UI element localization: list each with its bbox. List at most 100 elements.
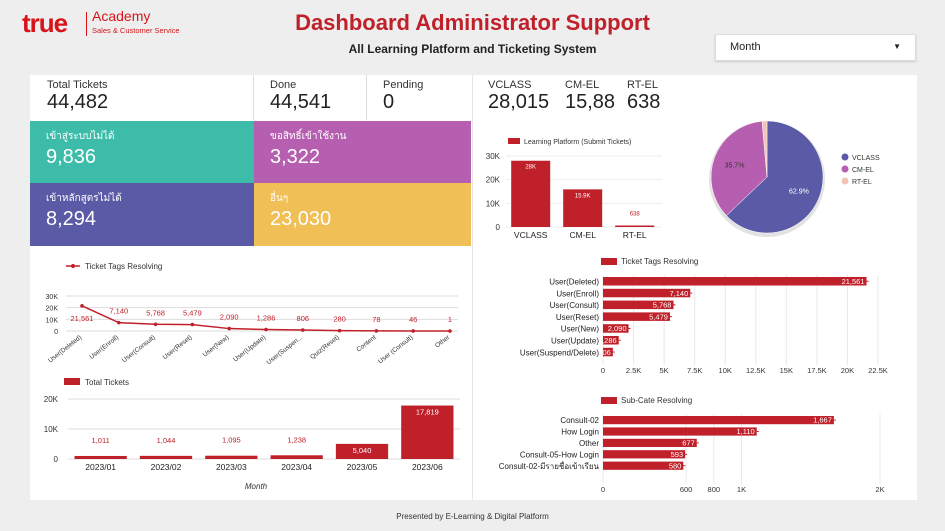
data-label: 21,561 [842, 277, 865, 286]
data-label: 5,479 [183, 309, 202, 318]
subcate-hbar-chart: Sub-Cate Resolving 0 600 800 1K 2K Consult-02 1… [499, 396, 885, 494]
data-label: 5,479 [649, 312, 668, 321]
x-tick-label: RT-EL [623, 230, 647, 240]
bar [603, 324, 629, 333]
data-point [264, 327, 268, 332]
legend-label: VCLASS [852, 155, 880, 162]
x-tick-label: 5K [660, 366, 669, 375]
tile-label: ขอสิทธิ์เข้าใช้งาน [270, 131, 347, 142]
x-tick-label: 600 [680, 485, 693, 494]
data-label: 1,044 [157, 436, 176, 445]
legend-label: Total Tickets [85, 378, 129, 387]
x-tick-label: 2K [875, 485, 884, 494]
data-point [448, 329, 452, 333]
data-label: 15.9K [575, 193, 591, 199]
tags-hbar-chart: Ticket Tags Resolving 0 2.5K 5K 7.5K 10K 12.5K… [520, 257, 888, 375]
data-label: 677 [682, 439, 695, 448]
x-tick-label: 15K [780, 366, 793, 375]
kpi-rtel-value: 638 [627, 91, 661, 113]
x-axis-title: Month [245, 482, 268, 491]
data-label: 7,140 [669, 289, 688, 298]
legend-label: Ticket Tags Resolving [85, 262, 162, 271]
x-tick-label: 2023/03 [216, 462, 247, 472]
kpi-divider [253, 75, 254, 120]
logo-tagline: Sales & Customer Service [92, 26, 180, 35]
data-label: 593 [671, 450, 684, 459]
tile-value: 23,030 [270, 208, 332, 230]
y-tick-label: 10K [44, 425, 59, 434]
x-tick-label: 800 [708, 485, 721, 494]
legend-swatch [64, 378, 80, 385]
data-label: 1,110 [737, 427, 755, 436]
y-tick-label: User(Reset) [556, 313, 599, 322]
logo-academy: Academy [92, 8, 151, 24]
x-tick-label: Other [434, 334, 452, 350]
month-dropdown[interactable]: Month ▼ [715, 34, 916, 61]
bar [603, 288, 691, 298]
x-tick-label: 0 [601, 485, 605, 494]
x-tick-label: 12.5K [746, 366, 766, 375]
platform-pie-chart: 62.9% VCLASS 35.7% CM-EL RT-EL [709, 120, 880, 237]
data-point [227, 326, 231, 331]
tile-value: 9,836 [46, 146, 97, 168]
kpi-pending-label: Pending [383, 79, 424, 91]
data-label: 806 [598, 348, 611, 357]
page-subtitle: All Learning Platform and Ticketing Syst… [348, 42, 597, 56]
data-label: 5,040 [353, 446, 372, 455]
tile-label: เข้าสู่ระบบไม่ได้ [46, 131, 115, 142]
x-tick-label: User(Update) [232, 334, 267, 364]
data-label: 1,667 [813, 416, 832, 425]
tile-label: อื่นๆ [270, 193, 289, 204]
kpi-rtel-label: RT-EL [627, 79, 658, 91]
tile-access-request: ขอสิทธิ์เข้าใช้งาน 3,322 [254, 121, 471, 183]
month-dropdown-label: Month [730, 41, 761, 53]
data-label: 7,140 [109, 307, 128, 316]
legend-dot [71, 264, 75, 268]
footer-text: Presented by E-Learning & Digital Platfo… [396, 512, 549, 521]
kpi-rtel: RT-EL 638 [627, 79, 660, 114]
y-tick-label: 20K [46, 306, 59, 313]
dropdown-caret-icon: ▼ [893, 42, 901, 51]
x-tick-label: Content [355, 334, 377, 354]
kpi-pending: Pending 0 [383, 79, 423, 114]
data-label: 1 [448, 315, 452, 324]
y-tick-label: Other [579, 439, 599, 448]
data-label: 5,768 [653, 301, 672, 310]
data-label: 46 [409, 315, 417, 324]
bar [603, 300, 674, 310]
bar [615, 225, 655, 227]
x-tick-label: User(Enroll) [88, 334, 120, 361]
bar [603, 277, 867, 286]
slice-label: 35.7% [725, 163, 745, 170]
bar [603, 347, 613, 357]
slice-label: 62.9% [789, 189, 809, 196]
y-tick-label: 10K [486, 199, 501, 208]
tile-value: 8,294 [46, 208, 97, 230]
data-label: 2,090 [608, 324, 627, 333]
data-label: 78 [372, 315, 380, 324]
data-point [337, 328, 342, 333]
kpi-cmel-value: 15,88 [565, 91, 616, 113]
bar [74, 455, 127, 459]
bar [603, 450, 686, 459]
data-point [374, 329, 379, 333]
data-label: 2,090 [220, 313, 239, 322]
x-tick-label: 17.5K [807, 366, 827, 375]
x-tick-label: User(Suspen... [266, 334, 305, 366]
x-tick-label: 2023/04 [281, 462, 312, 472]
bar [205, 455, 258, 459]
kpi-done-value: 44,541 [270, 91, 332, 113]
data-label: 1,238 [287, 435, 306, 444]
kpi-vclass-value: 28,015 [488, 91, 550, 113]
x-tick-label: 0 [601, 366, 605, 375]
legend-dot [841, 153, 849, 161]
logo-divider [86, 12, 87, 36]
x-tick-label: 7.5K [687, 366, 702, 375]
bar [270, 455, 323, 459]
data-point [301, 328, 305, 332]
data-point [153, 322, 158, 327]
y-tick-label: Consult-02 [560, 416, 599, 425]
platform-bar-chart: Learning Platform (Submit Tickets) 0 10K 20… [486, 138, 662, 240]
true-logo: true [22, 8, 68, 38]
x-tick-label: User(Reset) [162, 334, 194, 361]
